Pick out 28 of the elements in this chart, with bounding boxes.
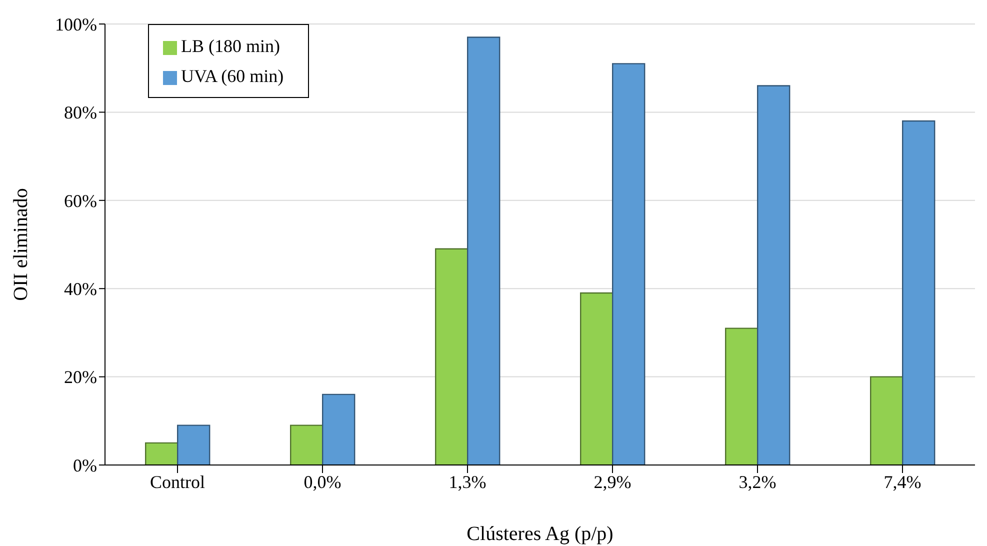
legend-label: LB (180 min) <box>181 36 280 56</box>
x-tick-label: 1,3% <box>448 472 486 492</box>
bar <box>902 120 936 465</box>
y-axis-title: OII eliminado <box>10 188 32 301</box>
bar <box>435 248 468 465</box>
bar <box>757 85 790 465</box>
bar <box>177 424 210 465</box>
x-tick-label: 0,0% <box>304 472 342 492</box>
bar <box>467 36 500 465</box>
y-tick-label: 100% <box>55 14 97 34</box>
x-axis-title: Clústeres Ag (p/p) <box>466 523 614 545</box>
bar <box>145 442 178 465</box>
y-tick-label: 20% <box>64 367 97 388</box>
x-tick-label: 2,9% <box>594 472 632 492</box>
bar <box>612 63 646 465</box>
y-tick-label: 60% <box>64 190 97 211</box>
bar <box>290 424 324 465</box>
y-tick-label: 40% <box>64 278 97 299</box>
x-tick-label: Control <box>150 472 206 492</box>
y-tick-label: 80% <box>64 102 97 123</box>
legend-label: UVA (60 min) <box>181 66 284 86</box>
bar <box>580 292 614 465</box>
bar <box>870 376 904 465</box>
bar <box>322 394 356 465</box>
x-tick-label: 7,4% <box>884 472 922 492</box>
y-tick-label: 0% <box>73 455 97 476</box>
bar <box>725 328 758 465</box>
x-tick-label: 3,2% <box>738 472 776 492</box>
